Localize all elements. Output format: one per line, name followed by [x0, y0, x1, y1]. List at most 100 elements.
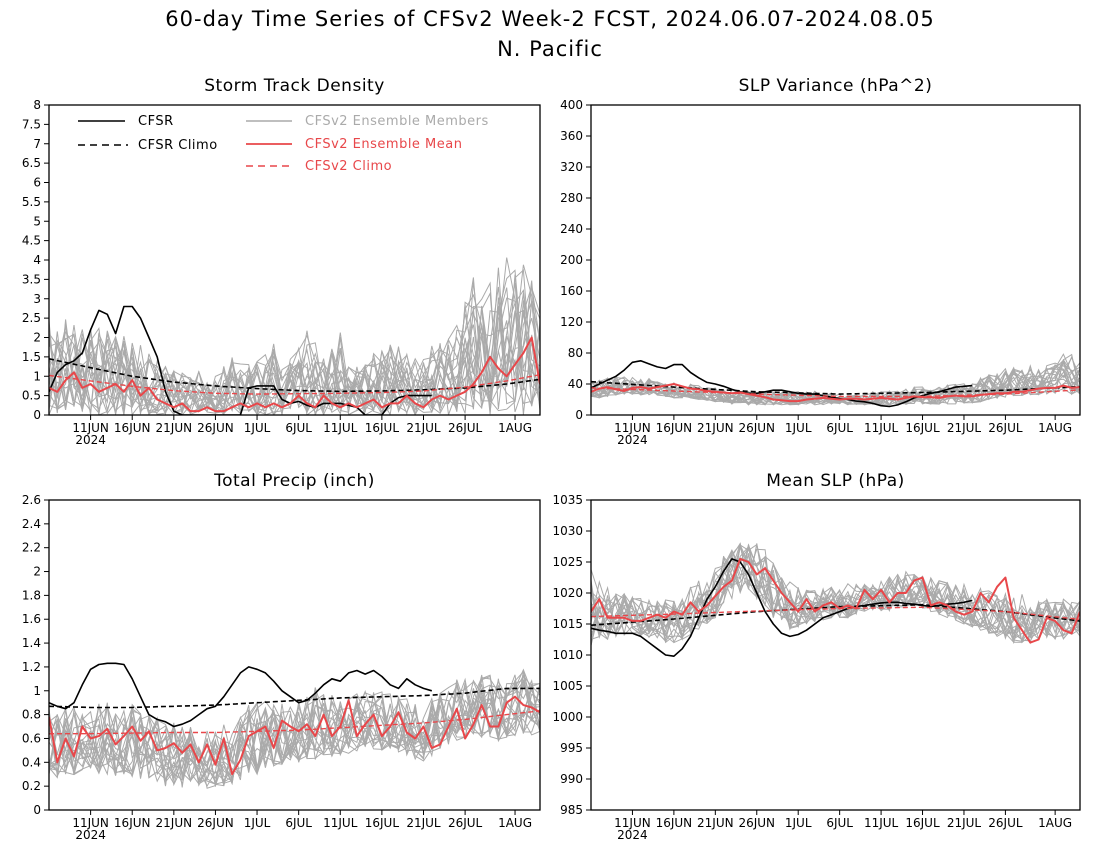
plot-area: [591, 353, 1080, 408]
x-tick-label: 21JUL: [947, 421, 982, 435]
x-tick-label: 1JUL: [785, 421, 812, 435]
y-tick-label: 5: [33, 214, 41, 228]
y-tick-label: 4: [33, 253, 41, 267]
y-tick-label: 995: [560, 741, 583, 755]
y-tick-label: 1: [33, 369, 41, 383]
y-tick-label: 1.8: [22, 588, 41, 602]
ensemble-member-line: [49, 678, 540, 785]
cfsr-line: [591, 558, 973, 657]
x-year-label: 2024: [75, 828, 106, 842]
y-tick-label: 1025: [552, 555, 583, 569]
ensemble-member-line: [49, 688, 540, 787]
y-tick-label: 2.6: [22, 493, 41, 507]
y-tick-label: 5.5: [22, 195, 41, 209]
y-tick-label: 1005: [552, 679, 583, 693]
ensemble-member-line: [49, 684, 540, 783]
legend-cfsr-climo-label: CFSR Climo: [138, 138, 218, 153]
x-year-label: 2024: [75, 433, 106, 447]
x-tick-label: 6JUL: [285, 816, 312, 830]
x-tick-label: 16JUN: [114, 421, 151, 435]
ensemble-member-line: [49, 257, 540, 415]
y-tick-label: 120: [560, 315, 583, 329]
x-tick-label: 1AUG: [1038, 421, 1072, 435]
panel-total-precip: 0 0.2 0.4 0.6 0.8 1 1.2 1.4 1.6 1.8 2 2.2 2.4 2.6 11JU…: [22, 471, 541, 842]
legend-cfsr-label: CFSR: [138, 114, 174, 129]
x-tick-label: 26JUN: [738, 816, 775, 830]
x-tick-label: 1JUL: [244, 816, 271, 830]
x-tick-label: 11JUL: [323, 816, 358, 830]
x-tick-label: 1JUL: [785, 816, 812, 830]
plot-area: [591, 542, 1080, 657]
x-tick-label: 16JUN: [656, 816, 693, 830]
y-tick-label: 0.8: [22, 708, 41, 722]
y-tick-label: 6.5: [22, 156, 41, 170]
plot-area: [49, 662, 540, 789]
y-tick-label: 0.5: [22, 389, 41, 403]
y-tick-label: 1.2: [22, 660, 41, 674]
cfsv2-climo-line: [591, 606, 1080, 621]
x-tick-label: 11JUL: [864, 816, 899, 830]
y-tick-label: 7.5: [22, 117, 41, 131]
y-tick-label: 1.5: [22, 350, 41, 364]
y-tick-label: 985: [560, 803, 583, 817]
x-tick-label: 21JUN: [156, 816, 193, 830]
x-tick-label: 16JUL: [365, 421, 400, 435]
y-tick-label: 2: [33, 565, 41, 579]
y-tick-label: 2.2: [22, 541, 41, 555]
panel-slp-variance: 0 40 80 120 160 200 240 280 320 360 400 11JUN 16JUN 2…: [560, 76, 1081, 447]
ensemble-mean-line: [49, 336, 540, 413]
y-tick-label: 1035: [552, 493, 583, 507]
y-tick-label: 1015: [552, 617, 583, 631]
y-tick-label: 1.4: [22, 636, 41, 650]
plot-frame: [48, 499, 541, 811]
x-tick-label: 26JUN: [197, 816, 234, 830]
cfsr-climo-line: [591, 380, 1080, 395]
x-tick-label: 1JUL: [244, 421, 271, 435]
x-tick-label: 26JUL: [448, 421, 483, 435]
x-tick-label: 11JUN: [72, 421, 109, 435]
panel-title: Storm Track Density: [204, 76, 385, 96]
y-tick-label: 0.2: [22, 779, 41, 793]
panel-title: Total Precip (inch): [213, 471, 375, 491]
y-tick-label: 1: [33, 684, 41, 698]
y-tick-label: 200: [560, 253, 583, 267]
ensemble-member-line: [49, 274, 540, 415]
cfsv2-climo-line: [591, 387, 1080, 398]
cfsr-climo-line: [591, 604, 1080, 626]
figure-subtitle: N. Pacific: [497, 37, 603, 61]
x-tick-label: 16JUL: [365, 816, 400, 830]
figure-title: 60-day Time Series of CFSv2 Week-2 FCST,…: [165, 7, 934, 31]
x-tick-label: 21JUL: [406, 816, 441, 830]
y-tick-label: 3.5: [22, 272, 41, 286]
y-tick-label: 360: [560, 129, 583, 143]
x-tick-label: 26JUL: [988, 421, 1023, 435]
y-tick-label: 2: [33, 331, 41, 345]
cfsr-climo-line: [49, 358, 540, 393]
x-tick-label: 11JUN: [72, 816, 109, 830]
ensemble-member-line: [49, 286, 540, 413]
x-tick-label: 26JUL: [448, 816, 483, 830]
x-tick-label: 26JUL: [988, 816, 1023, 830]
x-tick-label: 6JUL: [826, 421, 853, 435]
x-tick-label: 11JUN: [614, 816, 651, 830]
panel-title: SLP Variance (hPa^2): [739, 76, 933, 96]
y-tick-label: 240: [560, 222, 583, 236]
x-tick-label: 16JUN: [656, 421, 693, 435]
y-tick-label: 2.4: [22, 517, 41, 531]
x-tick-label: 6JUL: [826, 816, 853, 830]
x-tick-label: 26JUN: [197, 421, 234, 435]
x-tick-label: 21JUN: [697, 816, 734, 830]
x-tick-label: 1AUG: [498, 421, 532, 435]
x-tick-label: 16JUL: [905, 816, 940, 830]
ensemble-mean-line: [49, 695, 540, 776]
y-tick-label: 7: [33, 137, 41, 151]
y-tick-label: 1030: [552, 524, 583, 538]
y-tick-label: 0.4: [22, 755, 41, 769]
ensemble-member-line: [591, 543, 1080, 644]
x-tick-label: 21JUL: [406, 421, 441, 435]
x-year-label: 2024: [617, 828, 648, 842]
y-tick-label: 320: [560, 160, 583, 174]
y-tick-label: 1010: [552, 648, 583, 662]
y-tick-label: 1.6: [22, 612, 41, 626]
